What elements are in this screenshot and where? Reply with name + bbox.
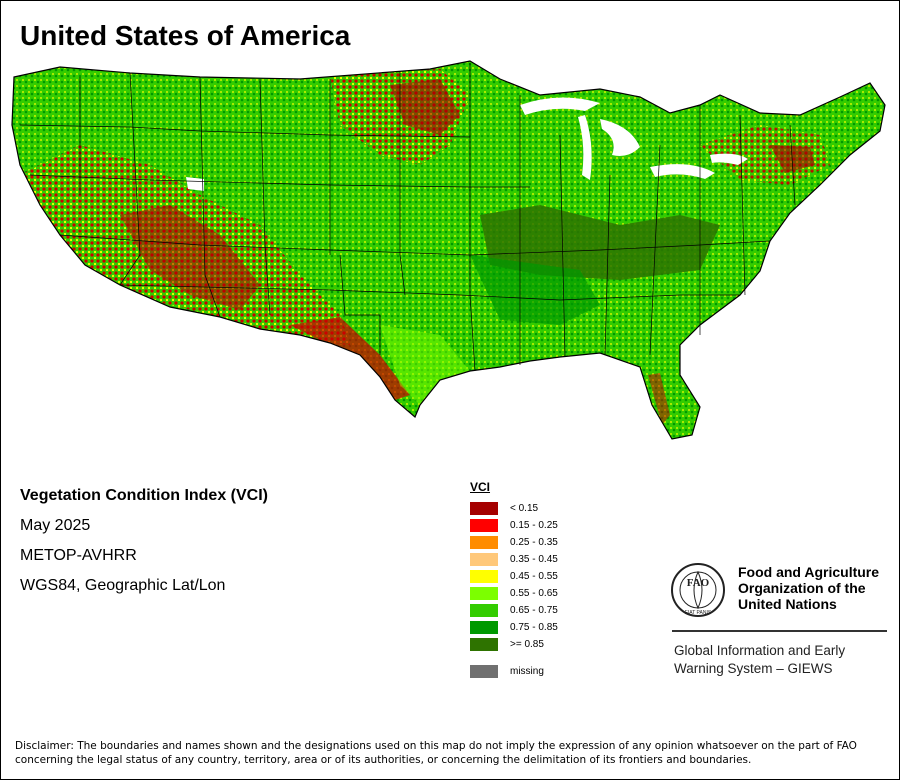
legend-label-missing: missing <box>510 666 544 677</box>
fao-name: Food and Agriculture Organization of the… <box>738 564 898 612</box>
legend-swatch <box>470 570 498 583</box>
legend-item: 0.45 - 0.55 <box>470 568 620 585</box>
giews-line-1: Global Information and Early <box>674 643 846 658</box>
state-boundaries <box>19 63 796 372</box>
fao-logo-motto: FIAT PANIS <box>685 610 712 616</box>
projection: WGS84, Geographic Lat/Lon <box>20 577 226 594</box>
legend-label: 0.45 - 0.55 <box>510 571 558 582</box>
sensor: METOP-AVHRR <box>20 547 137 564</box>
legend-swatch <box>470 638 498 651</box>
legend-missing: missing <box>470 663 620 680</box>
legend-item: >= 0.85 <box>470 636 620 653</box>
giews-name: Global Information and Early Warning Sys… <box>674 642 889 678</box>
legend-swatch <box>470 536 498 549</box>
legend-item: 0.65 - 0.75 <box>470 602 620 619</box>
legend-label: 0.75 - 0.85 <box>510 622 558 633</box>
giews-line-2: Warning System – GIEWS <box>674 661 833 676</box>
fao-name-line-2: Organization of the <box>738 580 866 596</box>
fao-name-line-3: United Nations <box>738 596 837 612</box>
legend-swatch <box>470 553 498 566</box>
legend-swatch <box>470 587 498 600</box>
legend-label: 0.25 - 0.35 <box>510 537 558 548</box>
legend-item: 0.35 - 0.45 <box>470 551 620 568</box>
fao-name-line-1: Food and Agriculture <box>738 564 880 580</box>
divider <box>672 630 887 632</box>
vci-legend: VCI < 0.15 0.15 - 0.25 0.25 - 0.35 0.35 - 0… <box>470 480 620 680</box>
legend-label: >= 0.85 <box>510 639 544 650</box>
legend-label: 0.65 - 0.75 <box>510 605 558 616</box>
disclaimer: Disclaimer: The boundaries and names sho… <box>15 740 857 766</box>
map-title: United States of America <box>20 20 351 51</box>
legend-swatch <box>470 519 498 532</box>
country-outline <box>11 60 886 440</box>
legend-item: 0.25 - 0.35 <box>470 534 620 551</box>
fao-logo-text: FAO <box>687 577 710 589</box>
legend-label: 0.35 - 0.45 <box>510 554 558 565</box>
legend-label: 0.15 - 0.25 <box>510 520 558 531</box>
legend-swatch <box>470 621 498 634</box>
legend-swatch <box>470 604 498 617</box>
fao-logo-icon: FAO FIAT PANIS <box>671 563 725 617</box>
vci-map <box>11 60 886 440</box>
period: May 2025 <box>20 517 91 534</box>
legend-label: < 0.15 <box>510 503 539 514</box>
index-name: Vegetation Condition Index (VCI) <box>20 487 268 504</box>
great-lakes <box>186 97 748 191</box>
legend-swatch-missing <box>470 665 498 678</box>
legend-item: 0.75 - 0.85 <box>470 619 620 636</box>
legend-classes: < 0.15 0.15 - 0.25 0.25 - 0.35 0.35 - 0.45 0… <box>470 500 620 653</box>
legend-title: VCI <box>470 480 491 494</box>
legend-label: 0.55 - 0.65 <box>510 588 558 599</box>
legend-swatch <box>470 502 498 515</box>
legend-item: < 0.15 <box>470 500 620 517</box>
legend-item: 0.15 - 0.25 <box>470 517 620 534</box>
legend-item: 0.55 - 0.65 <box>470 585 620 602</box>
